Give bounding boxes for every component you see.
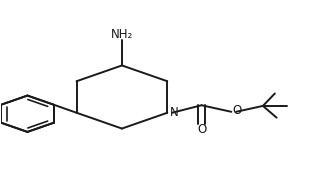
Text: O: O bbox=[232, 104, 242, 117]
Text: O: O bbox=[197, 123, 206, 136]
Text: N: N bbox=[170, 106, 179, 119]
Text: NH₂: NH₂ bbox=[111, 28, 133, 41]
